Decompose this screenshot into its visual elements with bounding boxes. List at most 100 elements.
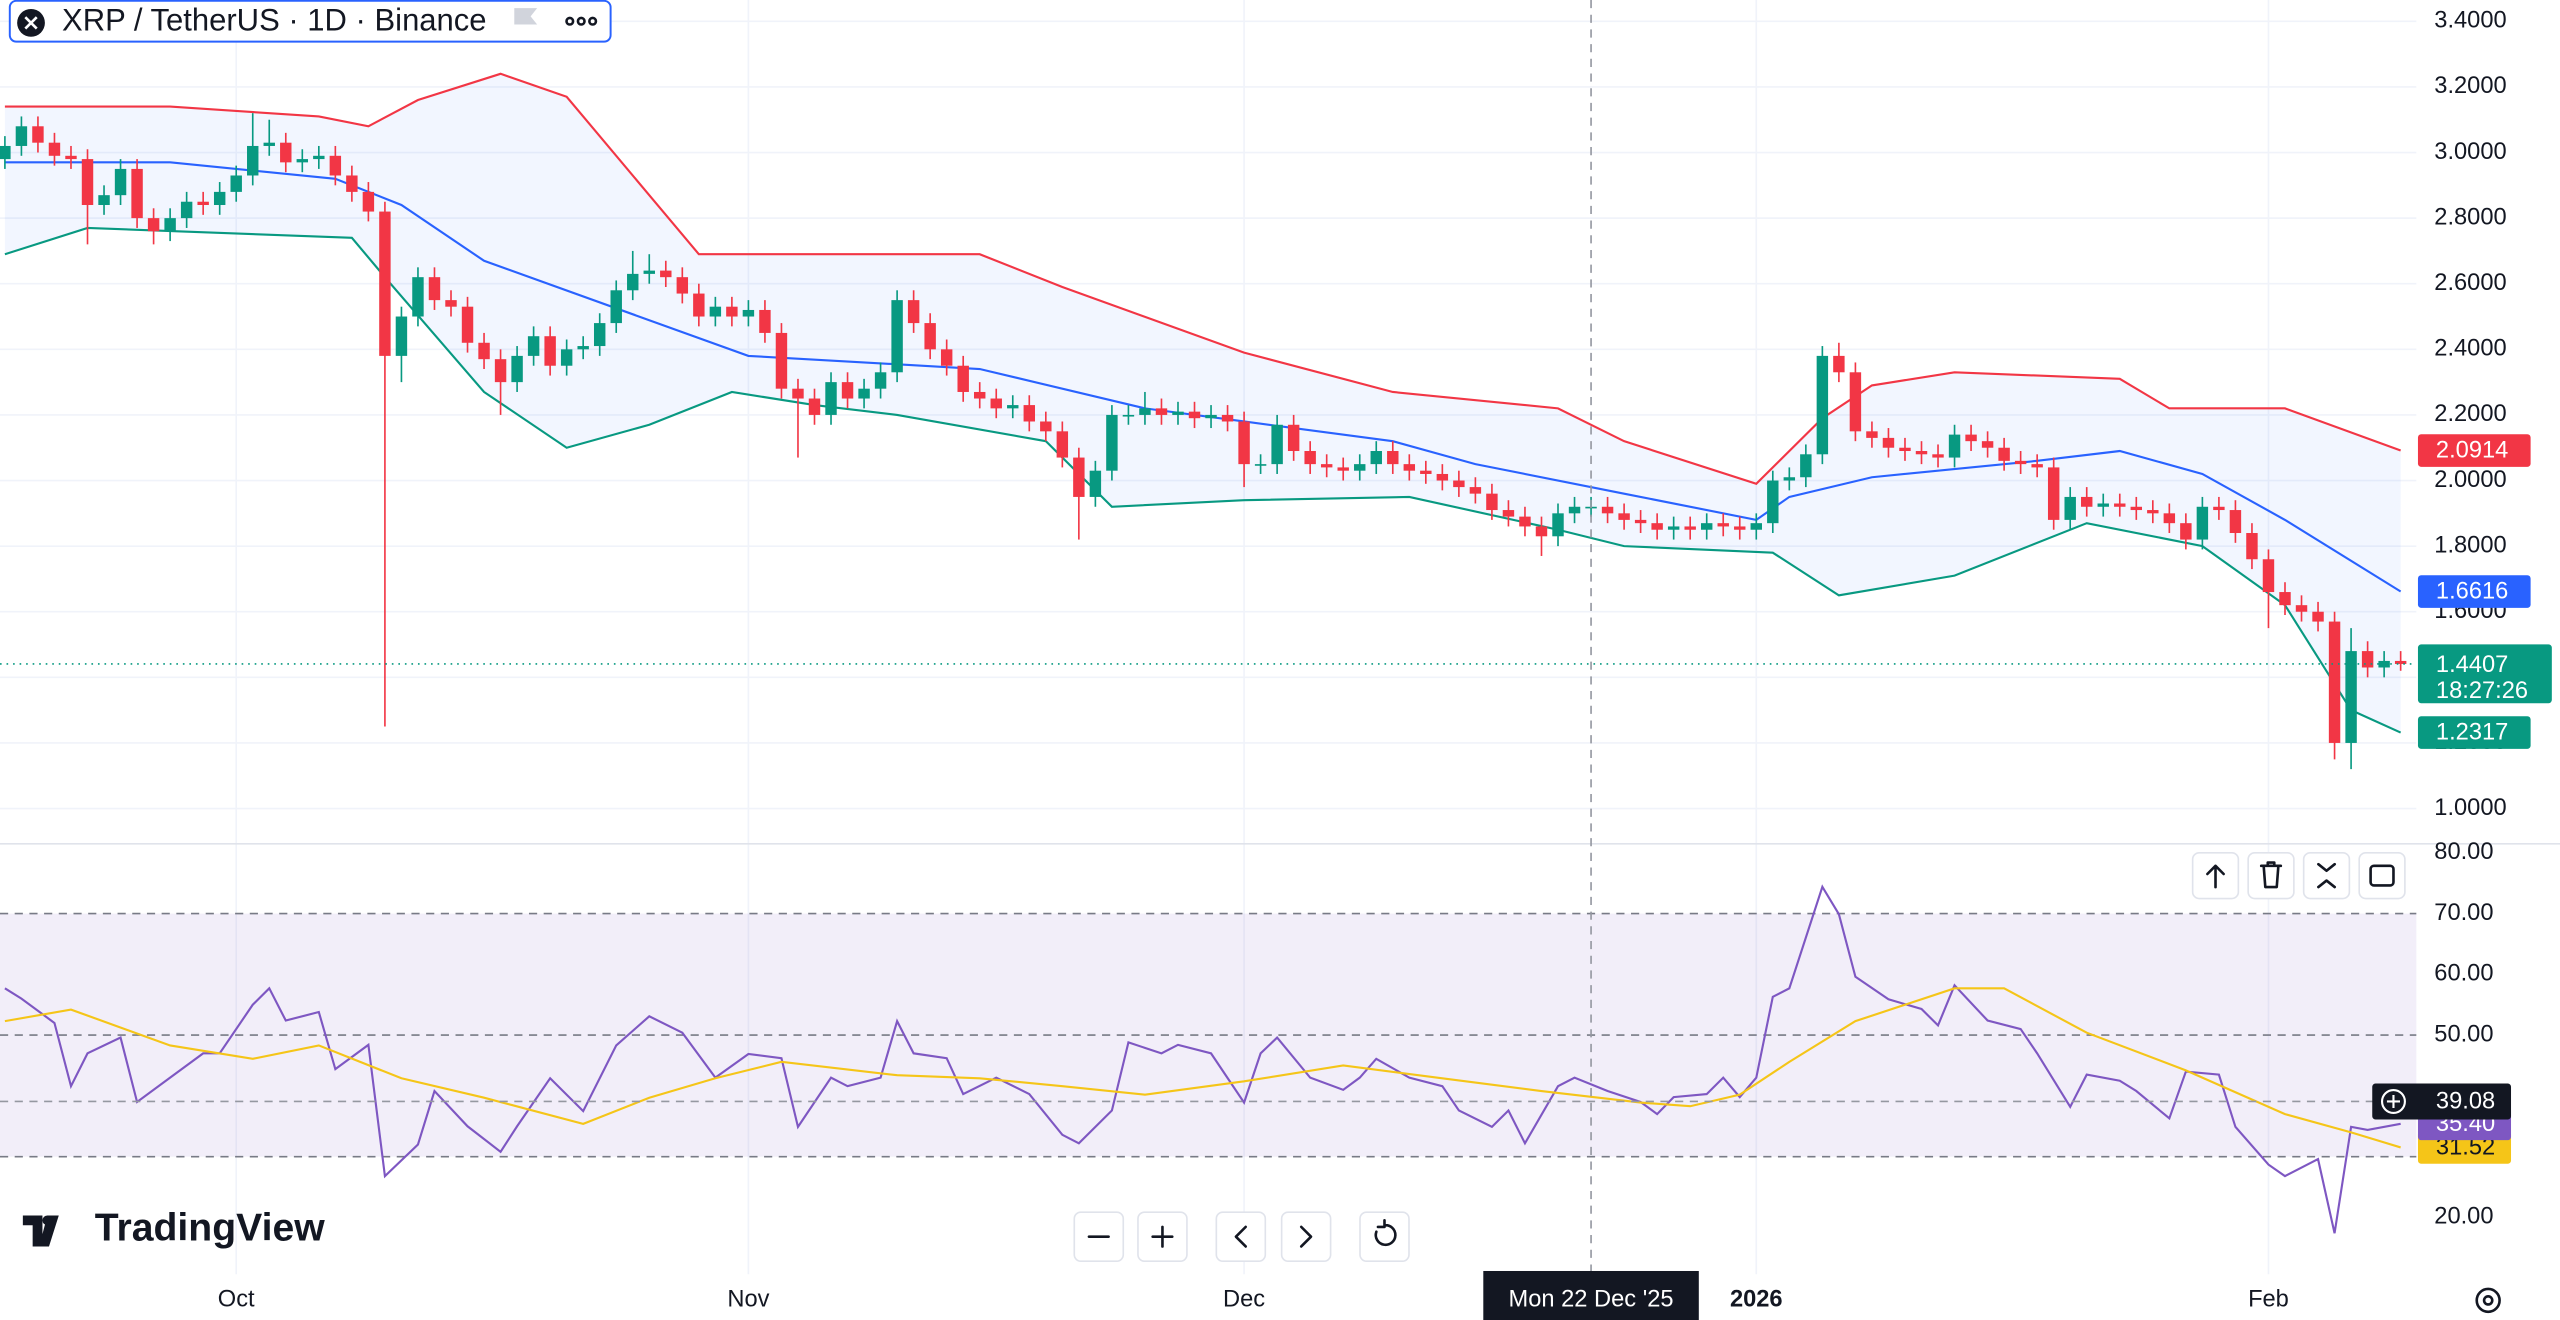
candle-body <box>98 195 110 206</box>
candle-body <box>1271 424 1283 465</box>
candle-body <box>874 372 887 389</box>
gear-outer <box>2475 1287 2501 1314</box>
candle-body <box>1552 513 1564 537</box>
candle-body <box>147 218 160 232</box>
candle-body <box>379 211 391 356</box>
candle-body <box>1023 405 1036 422</box>
flag-icon[interactable] <box>514 8 538 25</box>
x-tick-label: Dec <box>1223 1287 1265 1313</box>
candle-body <box>2114 503 2126 507</box>
logo[interactable]: TradingView <box>22 1207 325 1250</box>
candle-body <box>709 306 722 317</box>
candle-body <box>841 382 854 399</box>
candle-body <box>593 323 606 347</box>
candle-body <box>1040 421 1052 432</box>
y-tick-label: 2.4000 <box>2434 336 2506 362</box>
candle-body <box>2345 651 2357 743</box>
candle-body <box>1106 414 1118 471</box>
candle-body <box>544 336 556 366</box>
more-icon[interactable] <box>565 16 598 26</box>
candle-body <box>808 398 821 415</box>
candle-body <box>494 359 507 383</box>
plus-icon <box>1151 1225 1174 1248</box>
candle-body <box>1089 470 1102 497</box>
candle-body <box>65 155 77 160</box>
candle-body <box>1998 447 2010 461</box>
symbol-header[interactable]: XRP / TetherUS · 1D · Binance <box>8 0 612 43</box>
candle-body <box>577 346 589 350</box>
candle-body <box>280 142 292 163</box>
candle-body <box>1684 526 1696 530</box>
candle-body <box>610 290 622 324</box>
candle-body <box>2295 605 2308 612</box>
candle-body <box>2246 533 2258 560</box>
candle-body <box>1238 421 1250 465</box>
indicator-line <box>4 161 2402 593</box>
current-price-badge <box>2417 644 2552 704</box>
candle-body <box>1849 372 1862 432</box>
x-tick-label: 2026 <box>1730 1287 1783 1313</box>
rsi-line <box>4 884 2401 1234</box>
candle-body <box>313 155 325 160</box>
candle-body <box>792 388 804 399</box>
candle-body <box>891 300 903 373</box>
candle-body <box>1354 464 1366 471</box>
trash-icon <box>2259 861 2283 889</box>
candle-body <box>1800 454 1812 478</box>
candle-body <box>1519 516 1531 527</box>
dot <box>565 16 575 26</box>
scroll-right-button[interactable] <box>1280 1211 1332 1263</box>
candle-body <box>2147 510 2159 514</box>
price-badge <box>2417 716 2531 749</box>
indicator-line <box>4 72 2402 486</box>
y-tick-label: 50.00 <box>2434 1021 2493 1047</box>
y-tick-label: 3.4000 <box>2434 8 2506 34</box>
delete-button[interactable] <box>2247 851 2295 900</box>
scroll-left-button[interactable] <box>1215 1211 1267 1263</box>
collapse-button[interactable] <box>2302 851 2351 900</box>
candle-body <box>1767 480 1779 524</box>
candle-body <box>1965 434 1977 442</box>
logo-dot <box>42 1215 53 1226</box>
candle-body <box>81 159 94 206</box>
settings-button[interactable] <box>2475 1287 2501 1314</box>
candle-body <box>346 175 358 192</box>
candle-body <box>164 218 176 232</box>
pane-toolbar <box>2191 851 2406 900</box>
candle-body <box>907 300 920 324</box>
y-tick-label: 1.0000 <box>2434 795 2506 821</box>
candle-body <box>1816 355 1829 455</box>
candle-body <box>2213 506 2225 511</box>
candle-body <box>1601 506 1614 514</box>
symbol-icon-mark <box>24 16 38 30</box>
candle-body <box>197 201 209 206</box>
maximize-button[interactable] <box>2358 851 2406 900</box>
y-tick-label: 2.6000 <box>2434 270 2506 296</box>
candle-body <box>1502 510 1515 517</box>
candle-body <box>1073 457 1085 497</box>
chevron-left-icon <box>1234 1225 1248 1248</box>
candle-body <box>693 293 705 317</box>
candle-body <box>412 277 424 317</box>
candle-body <box>924 323 936 350</box>
y-tick-label: 2.0000 <box>2434 467 2506 493</box>
candle-body <box>362 191 375 212</box>
candle-body <box>180 201 193 219</box>
candle-body <box>1056 431 1069 458</box>
candle-body <box>1254 464 1267 466</box>
price-badge-label: 1.2317 <box>2436 720 2508 746</box>
candle-body <box>1634 519 1647 524</box>
chevron-right-icon <box>1299 1225 1313 1248</box>
candle-body <box>1833 355 1845 373</box>
candle-body <box>676 277 689 294</box>
reset-button[interactable] <box>1359 1211 1410 1263</box>
candle-body <box>1155 408 1168 415</box>
header-box[interactable] <box>8 0 612 43</box>
candle-body <box>1783 477 1796 481</box>
candle-body <box>2014 460 2027 465</box>
candle-body <box>1420 470 1432 474</box>
add-alert-icon[interactable] <box>2380 1088 2406 1114</box>
price-badge-label: 2.0914 <box>2436 438 2508 464</box>
